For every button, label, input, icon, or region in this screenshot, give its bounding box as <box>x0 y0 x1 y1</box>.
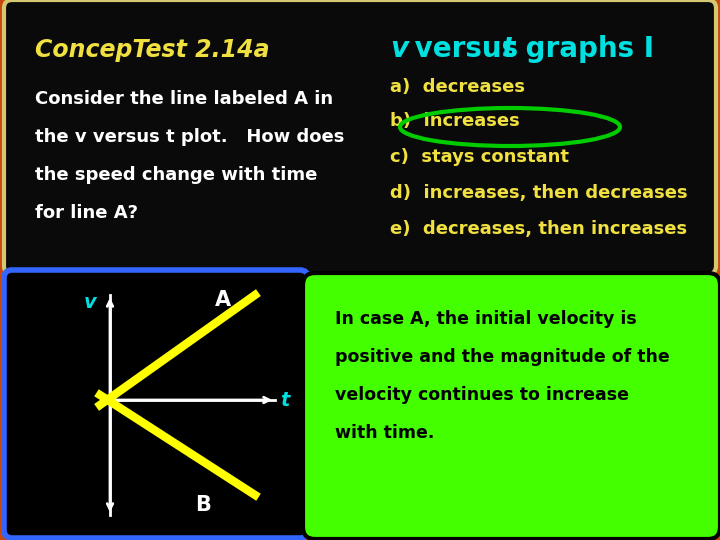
Text: Consider the line labeled A in: Consider the line labeled A in <box>35 90 333 108</box>
Text: graphs I: graphs I <box>516 35 654 63</box>
Text: t: t <box>502 35 516 63</box>
Text: velocity continues to increase: velocity continues to increase <box>335 386 629 404</box>
Text: v: v <box>84 293 96 312</box>
Text: B: B <box>195 495 211 515</box>
FancyBboxPatch shape <box>4 0 716 274</box>
Text: d)  increases, then decreases: d) increases, then decreases <box>390 184 688 202</box>
Text: b)  increases: b) increases <box>390 112 520 130</box>
Text: t: t <box>280 390 289 409</box>
Text: v: v <box>390 35 408 63</box>
Text: e)  decreases, then increases: e) decreases, then increases <box>390 220 687 238</box>
Text: for line A?: for line A? <box>35 204 138 222</box>
Text: with time.: with time. <box>335 424 434 442</box>
Text: positive and the magnitude of the: positive and the magnitude of the <box>335 348 670 366</box>
FancyBboxPatch shape <box>303 273 720 539</box>
Text: A: A <box>215 290 231 310</box>
Text: In case A, the initial velocity is: In case A, the initial velocity is <box>335 310 636 328</box>
Text: a)  decreases: a) decreases <box>390 78 525 96</box>
Text: the speed change with time: the speed change with time <box>35 166 318 184</box>
FancyBboxPatch shape <box>4 270 308 538</box>
Text: the v versus t plot.   How does: the v versus t plot. How does <box>35 128 344 146</box>
Text: versus: versus <box>405 35 528 63</box>
Text: c)  stays constant: c) stays constant <box>390 148 569 166</box>
Text: ConcepTest 2.14a: ConcepTest 2.14a <box>35 38 269 62</box>
